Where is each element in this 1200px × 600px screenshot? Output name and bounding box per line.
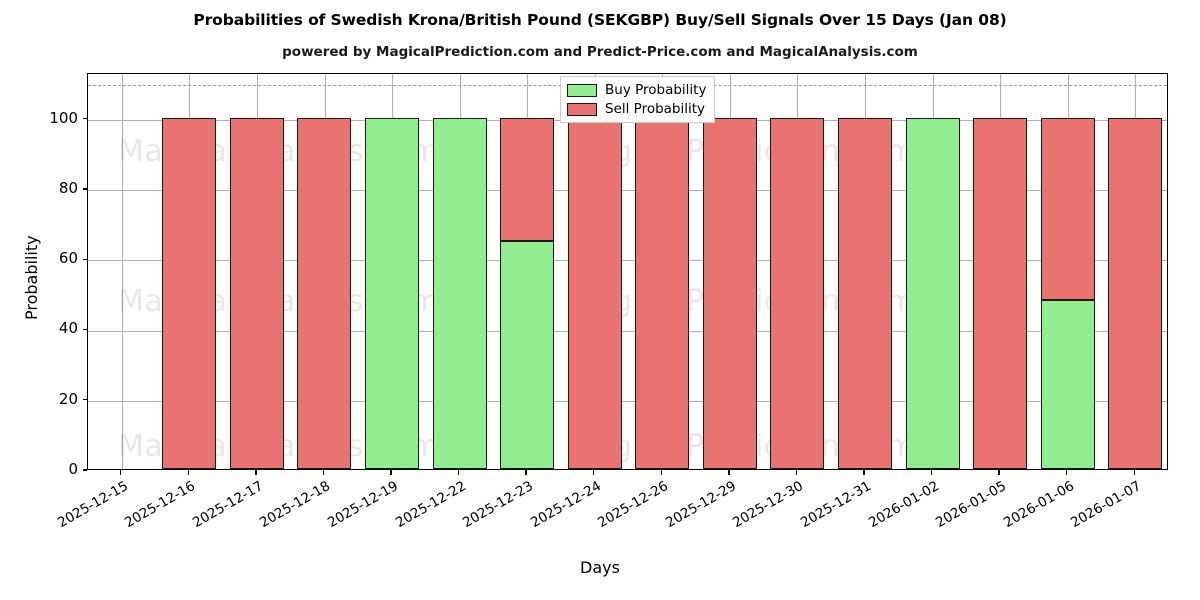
bar-segment-sell[interactable] <box>162 117 217 469</box>
bar-segment-buy[interactable] <box>432 117 487 469</box>
x-tick-mark <box>457 470 460 475</box>
bar-segment-sell[interactable] <box>1108 117 1163 469</box>
y-tick-mark <box>82 258 87 260</box>
bar-group[interactable] <box>1040 74 1095 469</box>
bar-group[interactable] <box>432 74 487 469</box>
bar-segment-sell[interactable] <box>500 117 555 241</box>
legend-swatch-buy <box>567 83 597 97</box>
y-tick-mark <box>82 328 87 331</box>
bar-group[interactable] <box>973 74 1028 469</box>
plot-area: MagicalAnalysis.comMagicalPrediction.com… <box>87 73 1168 470</box>
gridline-horizontal <box>88 400 1167 402</box>
x-tick-mark <box>593 470 595 475</box>
bar-segment-sell[interactable] <box>770 117 825 469</box>
chart-title: Probabilities of Swedish Krona/British P… <box>193 11 1007 29</box>
chart-legend: Buy Probability Sell Probability <box>560 76 716 123</box>
y-tick-mark <box>82 188 87 190</box>
bar-group[interactable] <box>770 74 825 469</box>
legend-swatch-sell <box>567 102 597 116</box>
gridline-horizontal <box>88 260 1167 262</box>
y-tick-label: 0 <box>68 460 78 478</box>
x-tick-mark <box>525 470 527 475</box>
x-tick-mark <box>120 470 122 475</box>
y-tick-mark <box>82 399 87 401</box>
gridline-horizontal <box>88 330 1167 332</box>
x-tick-mark <box>660 470 662 475</box>
bar-segment-sell[interactable] <box>1040 117 1095 301</box>
bar-group[interactable] <box>837 74 892 469</box>
bar-group[interactable] <box>229 74 284 469</box>
y-tick-mark <box>82 117 87 120</box>
bar-segment-sell[interactable] <box>229 117 284 469</box>
y-tick-label: 80 <box>58 178 78 197</box>
gridline-vertical <box>121 74 123 469</box>
bar-segment-sell[interactable] <box>567 117 622 469</box>
x-tick-mark <box>1065 470 1068 475</box>
bar-group[interactable] <box>635 74 690 469</box>
bar-group[interactable] <box>567 74 622 469</box>
legend-item-buy: Buy Probability <box>567 82 706 98</box>
x-tick-mark <box>1133 470 1135 475</box>
x-tick-mark <box>390 470 392 475</box>
y-tick-label: 40 <box>58 319 78 338</box>
bar-segment-buy[interactable] <box>905 117 960 469</box>
bar-group[interactable] <box>702 74 757 469</box>
bar-group[interactable] <box>162 74 217 469</box>
x-tick-mark <box>187 470 190 475</box>
bar-group[interactable] <box>905 74 960 469</box>
x-tick-mark <box>255 470 257 475</box>
x-tick-mark <box>863 470 865 475</box>
y-tick-mark <box>82 469 87 471</box>
y-axis-label: Probability <box>22 234 41 320</box>
x-tick-mark <box>795 470 798 475</box>
x-tick-mark <box>998 470 1000 475</box>
bar-group[interactable] <box>297 74 352 469</box>
bar-group[interactable] <box>365 74 420 469</box>
bar-segment-sell[interactable] <box>297 117 352 469</box>
bar-segment-sell[interactable] <box>973 117 1028 469</box>
bar-group[interactable] <box>1108 74 1163 469</box>
bar-segment-buy[interactable] <box>365 117 420 469</box>
legend-label-buy: Buy Probability <box>605 82 707 98</box>
x-axis-label: Days <box>580 558 620 577</box>
bar-group[interactable] <box>500 74 555 469</box>
y-tick-label: 20 <box>58 389 78 408</box>
bars-layer <box>88 74 1167 469</box>
x-tick-mark <box>930 470 933 475</box>
legend-item-sell: Sell Probability <box>567 101 706 117</box>
x-tick-mark <box>728 470 730 475</box>
bar-segment-sell[interactable] <box>702 117 757 469</box>
x-tick-mark <box>322 470 325 475</box>
chart-subtitle: powered by MagicalPrediction.com and Pre… <box>282 44 918 60</box>
gridline-horizontal <box>88 189 1167 191</box>
bar-segment-sell[interactable] <box>635 117 690 469</box>
y-tick-label: 60 <box>58 249 78 268</box>
legend-label-sell: Sell Probability <box>605 101 706 117</box>
bar-segment-buy[interactable] <box>500 240 555 469</box>
bar-segment-sell[interactable] <box>837 117 892 469</box>
y-tick-label: 100 <box>49 108 78 127</box>
bar-segment-buy[interactable] <box>1040 300 1095 469</box>
